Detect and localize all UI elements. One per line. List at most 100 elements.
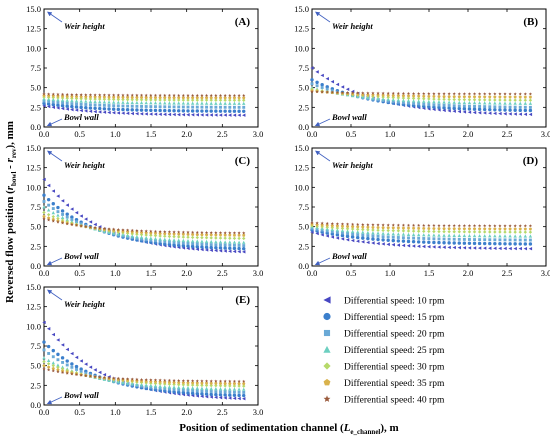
series-1 — [42, 101, 246, 113]
data-point — [228, 236, 232, 240]
data-point — [46, 104, 51, 109]
data-point — [149, 108, 153, 113]
data-point — [488, 224, 492, 228]
x-tick-label: 1.0 — [385, 268, 396, 278]
data-point — [498, 242, 502, 246]
data-point — [61, 101, 65, 105]
data-point — [237, 240, 241, 244]
data-point — [411, 223, 416, 227]
data-point — [74, 223, 79, 227]
bowl-arrow — [314, 257, 331, 266]
data-point — [130, 228, 134, 232]
data-point — [396, 98, 401, 102]
data-point — [172, 109, 176, 113]
data-point — [310, 221, 314, 225]
data-point — [437, 229, 441, 234]
y-tick-label: 10.0 — [294, 43, 309, 53]
data-point — [345, 87, 350, 92]
data-point — [228, 240, 232, 244]
data-point — [181, 232, 185, 236]
data-point — [163, 105, 167, 109]
data-point — [140, 104, 143, 108]
data-point — [437, 233, 441, 237]
data-point — [172, 112, 176, 117]
data-point — [366, 240, 370, 245]
data-point — [56, 216, 60, 221]
data-point — [116, 104, 120, 108]
data-point — [93, 103, 97, 107]
data-point — [488, 101, 492, 105]
data-point — [508, 112, 512, 116]
data-point — [56, 368, 60, 372]
data-point — [422, 240, 426, 244]
data-point — [200, 105, 204, 109]
data-point — [351, 232, 355, 236]
data-point — [75, 367, 78, 371]
data-point — [190, 235, 195, 240]
data-point — [320, 221, 324, 225]
data-point — [200, 247, 204, 252]
data-point — [186, 391, 190, 395]
data-point — [191, 381, 195, 385]
data-point — [139, 377, 144, 381]
data-point — [330, 224, 334, 228]
x-tick-label: 1.0 — [385, 129, 396, 139]
data-point — [488, 234, 492, 238]
weir-arrow — [47, 150, 63, 162]
data-point — [70, 362, 74, 366]
data-point — [406, 239, 411, 244]
data-point — [457, 100, 461, 104]
weir-arrow — [47, 289, 63, 301]
data-point — [111, 111, 116, 115]
data-point — [493, 108, 497, 112]
data-point — [88, 365, 93, 369]
data-point — [315, 84, 319, 88]
y-tick-label: 15.0 — [26, 143, 41, 153]
data-point — [242, 231, 246, 235]
data-point — [237, 231, 241, 235]
series-2 — [310, 226, 532, 242]
data-point — [51, 369, 55, 373]
data-point — [121, 111, 125, 115]
data-point — [172, 378, 176, 382]
data-point — [144, 105, 148, 108]
data-point — [60, 209, 65, 213]
data-point — [177, 96, 181, 100]
data-point — [79, 102, 83, 106]
data-point — [493, 227, 497, 231]
data-point — [158, 112, 162, 116]
data-point — [528, 98, 533, 102]
series-6 — [42, 92, 246, 97]
data-point — [144, 112, 148, 116]
weir-height-label: Weir height — [332, 21, 373, 31]
data-point — [310, 78, 314, 82]
x-tick-label: 1.5 — [146, 407, 157, 417]
data-point — [442, 92, 446, 96]
data-point — [177, 241, 181, 245]
data-point — [149, 378, 153, 382]
data-point — [42, 340, 46, 344]
data-point — [112, 104, 116, 108]
data-point — [204, 230, 209, 234]
data-point — [513, 246, 517, 251]
data-point — [51, 217, 55, 221]
data-point — [204, 395, 209, 399]
data-point — [396, 94, 400, 98]
data-point — [181, 390, 186, 395]
data-point — [493, 92, 497, 96]
data-point — [47, 92, 51, 96]
data-point — [125, 108, 130, 112]
data-point — [498, 224, 502, 228]
data-point — [70, 215, 74, 219]
data-point — [462, 230, 467, 234]
data-point — [518, 105, 522, 109]
x-tick-label: 2.5 — [217, 407, 228, 417]
data-point — [356, 239, 360, 243]
data-point — [181, 105, 185, 109]
data-point — [528, 230, 533, 234]
x-tick-label: 1.5 — [146, 268, 157, 278]
data-point — [371, 228, 375, 232]
data-point — [401, 239, 406, 243]
data-point — [126, 104, 130, 108]
data-point — [89, 103, 92, 107]
